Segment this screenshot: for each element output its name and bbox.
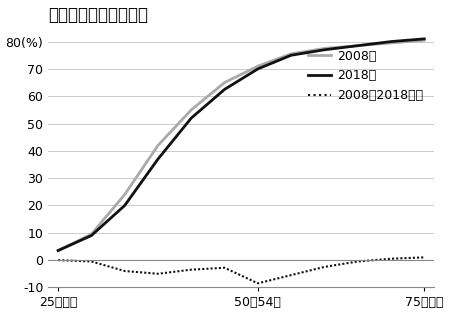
2008年 — [55, 249, 61, 252]
2018年 — [89, 234, 94, 238]
2008と2018の差 — [322, 265, 327, 269]
2008年 — [122, 193, 127, 197]
2008年 — [189, 108, 194, 112]
2018年 — [122, 203, 127, 207]
2008と2018の差 — [122, 269, 127, 273]
2008年 — [355, 44, 360, 48]
2018年 — [255, 67, 261, 71]
2018年 — [288, 53, 294, 57]
2008と2018の差 — [189, 268, 194, 272]
2008と2018の差 — [89, 260, 94, 263]
2018年 — [155, 157, 161, 161]
2008と2018の差 — [222, 266, 227, 270]
2008と2018の差 — [255, 281, 261, 285]
2008と2018の差 — [422, 255, 427, 259]
2008年 — [222, 81, 227, 84]
2008年 — [89, 232, 94, 236]
2018年 — [322, 48, 327, 52]
2018年 — [422, 37, 427, 41]
2018年 — [55, 249, 61, 252]
Text: 年齢別持ち家率の変化: 年齢別持ち家率の変化 — [48, 6, 148, 24]
2008と2018の差 — [288, 273, 294, 277]
2018年 — [222, 88, 227, 91]
2008年 — [288, 52, 294, 56]
2008年 — [322, 47, 327, 50]
2018年 — [189, 116, 194, 120]
2018年 — [388, 40, 394, 43]
2008と2018の差 — [155, 272, 161, 276]
Line: 2008と2018の差: 2008と2018の差 — [58, 257, 424, 283]
Legend: 2008年, 2018年, 2008と2018の差: 2008年, 2018年, 2008と2018の差 — [303, 45, 428, 107]
2008年 — [155, 144, 161, 147]
2008年 — [255, 64, 261, 68]
2018年 — [355, 44, 360, 48]
2008と2018の差 — [55, 258, 61, 262]
2008年 — [422, 38, 427, 42]
2008年 — [388, 41, 394, 45]
Line: 2008年: 2008年 — [58, 40, 424, 250]
2008と2018の差 — [388, 257, 394, 261]
Line: 2018年: 2018年 — [58, 39, 424, 250]
2008と2018の差 — [355, 260, 360, 263]
